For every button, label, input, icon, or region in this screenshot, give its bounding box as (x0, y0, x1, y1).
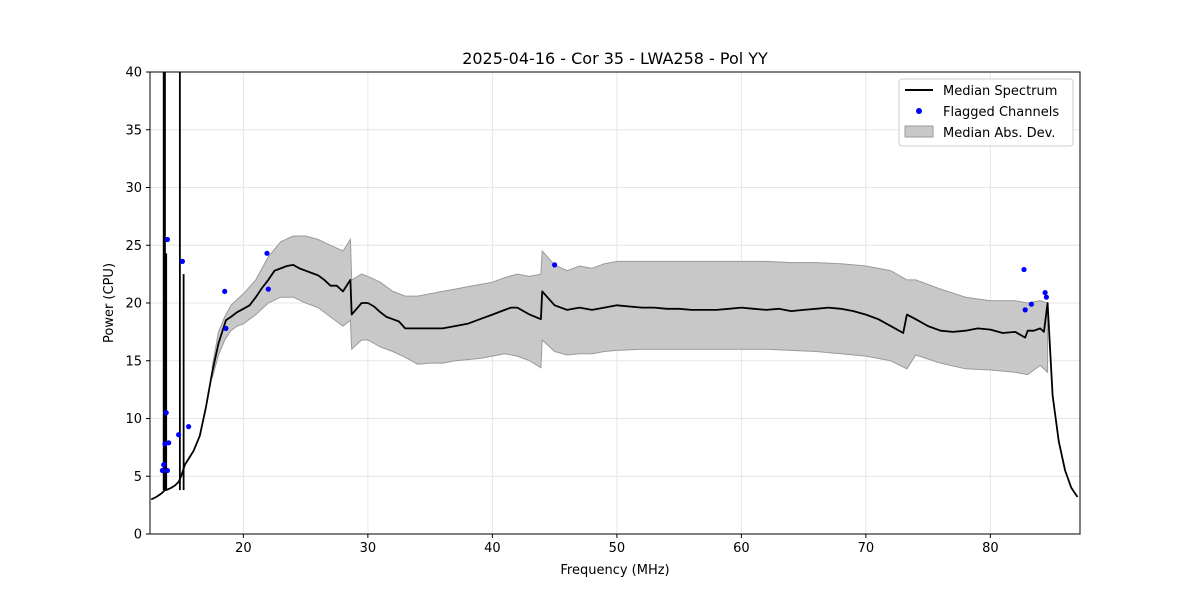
y-tick-label: 25 (125, 239, 142, 254)
flagged-channel-point (264, 250, 270, 256)
flagged-channel-point (1042, 290, 1048, 296)
legend-median-label: Median Spectrum (943, 84, 1057, 99)
x-axis-label: Frequency (MHz) (560, 563, 669, 578)
legend-flagged-label: Flagged Channels (943, 105, 1059, 120)
flagged-channel-point (161, 462, 167, 468)
median-spectrum-line (150, 263, 1079, 501)
flagged-channel-point (179, 258, 185, 264)
y-tick-label: 40 (125, 66, 142, 81)
x-tick-label: 40 (484, 541, 501, 556)
y-tick-label: 30 (125, 181, 142, 196)
legend-box (898, 78, 1074, 147)
x-tick-label: 60 (733, 541, 750, 556)
flagged-channel-point (223, 325, 229, 331)
flagged-channel-point (164, 236, 170, 243)
flagged-channel-point (1021, 266, 1027, 273)
legend: Median Spectrum Flagged Channels Median … (898, 78, 1074, 147)
y-tick-label: 10 (125, 412, 142, 427)
flagged-channel-point (163, 410, 169, 416)
x-axis: 20 30 40 50 60 70 80 (235, 534, 999, 556)
y-axis-label: Power (CPU) (102, 263, 117, 343)
y-tick-label: 20 (125, 297, 142, 312)
flagged-channels (159, 236, 1049, 474)
flagged-channel-point (265, 286, 271, 292)
flagged-channel-point (1022, 307, 1028, 313)
x-tick-label: 80 (982, 541, 999, 556)
flagged-channel-point (1028, 301, 1034, 307)
x-tick-label: 50 (609, 541, 626, 556)
flagged-channel-point (222, 288, 228, 294)
flagged-channel-point (552, 262, 558, 268)
x-tick-label: 30 (360, 541, 377, 556)
flagged-channel-point (1043, 294, 1049, 300)
y-tick-label: 35 (125, 123, 142, 138)
flagged-channel-point (166, 440, 172, 446)
flagged-channel-point (176, 432, 182, 438)
x-tick-label: 20 (235, 541, 252, 556)
y-tick-label: 0 (134, 528, 142, 543)
y-tick-label: 15 (125, 354, 142, 369)
median-spectrum (150, 72, 1079, 501)
legend-mad-label: Median Abs. Dev. (943, 126, 1055, 141)
x-tick-label: 70 (858, 541, 875, 556)
flagged-channel-point (159, 467, 165, 474)
flagged-channel-point (186, 424, 192, 430)
y-tick-label: 5 (134, 470, 142, 485)
legend-mad-swatch (904, 125, 934, 138)
chart-title: 2025-04-16 - Cor 35 - LWA258 - Pol YY (462, 49, 768, 68)
y-axis: 0 5 10 15 20 25 30 35 40 (125, 66, 150, 543)
flagged-channel-point (164, 467, 170, 474)
legend-flagged-marker (916, 108, 922, 114)
